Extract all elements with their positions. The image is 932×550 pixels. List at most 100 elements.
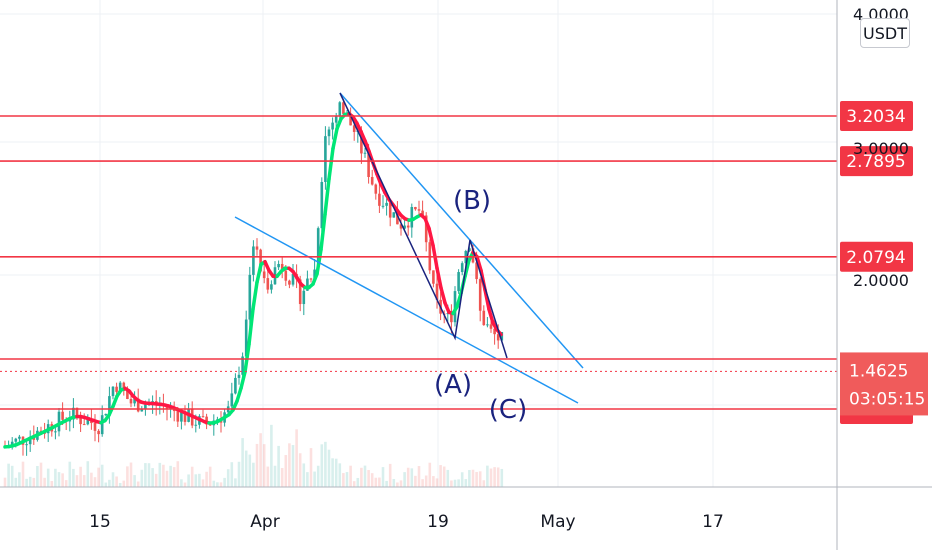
volume-bar — [338, 463, 342, 487]
candle-body — [262, 271, 266, 279]
candle-body — [97, 430, 100, 435]
volume-bar — [151, 468, 154, 487]
volume-bar — [313, 471, 316, 487]
volume-bar — [226, 469, 230, 487]
volume-bar — [90, 472, 93, 487]
volume-bar — [378, 477, 381, 487]
candle-body — [460, 263, 464, 273]
volume-bars — [3, 424, 504, 487]
candle-body — [381, 205, 385, 207]
volume-bar — [212, 480, 216, 487]
candle-body — [208, 424, 212, 426]
ma-segment — [363, 139, 371, 153]
volume-bar — [414, 475, 417, 487]
volume-bar — [234, 478, 237, 487]
wave-labels: (B) (A) (C) — [434, 186, 527, 425]
volume-bar — [25, 478, 28, 487]
candle-body — [54, 431, 57, 433]
candle-body — [320, 181, 324, 229]
candle-body — [57, 411, 61, 432]
candle-body — [298, 279, 302, 305]
volume-bar — [392, 478, 396, 487]
candle-body — [288, 280, 291, 285]
ma-segment — [427, 226, 435, 247]
volume-bar — [280, 468, 284, 487]
candle-body — [457, 272, 460, 292]
volume-bar — [61, 473, 64, 487]
candle-body — [108, 396, 111, 414]
candle-body — [453, 291, 457, 323]
volume-bar — [255, 443, 259, 487]
current-price-tag — [840, 352, 928, 416]
volume-bar — [288, 443, 291, 487]
candle-body — [100, 415, 104, 435]
volume-bar — [126, 466, 129, 487]
price-level-value: 2.0794 — [846, 248, 905, 268]
ma-segment — [439, 286, 447, 305]
upper-channel-line — [339, 92, 584, 369]
candle-body — [331, 122, 334, 130]
candlestick-series — [3, 99, 504, 456]
candle-body — [129, 398, 133, 404]
volume-bar — [331, 458, 334, 487]
time-tick-label: 19 — [427, 512, 449, 532]
volume-bar — [82, 475, 86, 487]
candle-body — [284, 270, 288, 281]
ma-segment — [331, 127, 339, 151]
volume-bar — [208, 466, 212, 487]
volume-bar — [100, 464, 104, 487]
candle-body — [291, 273, 295, 285]
candle-body — [496, 334, 500, 341]
volume-bar — [471, 469, 475, 487]
candle-body — [406, 225, 410, 228]
candle-body — [28, 436, 32, 445]
time-tick-label: 17 — [702, 512, 724, 532]
volume-bar — [28, 476, 32, 487]
volume-bar — [111, 472, 115, 487]
ma-segment — [463, 258, 471, 279]
candle-body — [493, 328, 496, 335]
volume-bar — [86, 461, 90, 487]
volume-bar — [32, 477, 36, 487]
volume-bar — [374, 477, 378, 487]
candle-body — [248, 274, 252, 320]
volume-bar — [460, 472, 464, 487]
candle-body — [360, 130, 363, 154]
volume-bar — [464, 479, 468, 487]
candle-body — [183, 411, 187, 422]
candle-body — [410, 207, 414, 228]
candle-body — [72, 407, 75, 420]
candle-body — [309, 278, 313, 280]
volume-bar — [237, 461, 241, 487]
candle-body — [194, 424, 198, 426]
volume-bar — [198, 473, 201, 487]
candle-body — [306, 278, 309, 291]
volume-bar — [180, 479, 183, 487]
ma-segment — [475, 254, 483, 273]
volume-bar — [352, 481, 356, 487]
volume-bar — [324, 441, 327, 487]
volume-bar — [306, 472, 309, 487]
ma-segment — [323, 177, 331, 217]
chart-grid — [0, 0, 837, 487]
volume-bar — [399, 480, 403, 487]
candle-body — [324, 136, 327, 182]
candle-body — [104, 413, 108, 416]
candle-body — [280, 263, 284, 271]
ma-segment — [327, 146, 335, 181]
currency-unit-button[interactable]: USDT — [860, 18, 910, 48]
volume-bar — [54, 468, 57, 487]
volume-bar — [478, 471, 482, 487]
volume-bar — [223, 477, 226, 487]
time-tick-label: Apr — [250, 512, 279, 532]
volume-bar — [500, 468, 504, 487]
candle-body — [237, 374, 241, 378]
candle-body — [118, 382, 122, 392]
candle-body — [86, 419, 90, 425]
volume-bar — [201, 479, 205, 487]
candle-body — [270, 284, 273, 290]
volume-bar — [194, 474, 198, 487]
candle-body — [432, 270, 435, 284]
volume-bar — [18, 472, 21, 487]
